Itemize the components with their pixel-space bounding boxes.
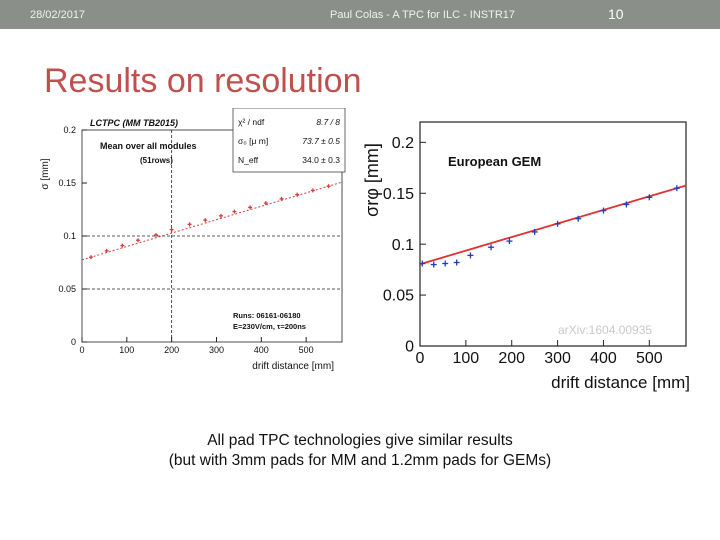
x-tick-label: 300 (209, 345, 224, 355)
x-tick-label: 400 (590, 350, 617, 367)
header-date: 28/02/2017 (30, 9, 86, 21)
data-point (232, 209, 237, 214)
data-point (623, 201, 630, 208)
data-point (310, 188, 315, 193)
data-point (169, 227, 174, 232)
chart-left-ylabel: σ [mm] (40, 158, 51, 189)
data-point (430, 261, 437, 268)
slide-number: 10 (608, 6, 624, 22)
data-point (673, 185, 680, 192)
data-point (203, 218, 208, 223)
chart-left-runs: Runs: 06161-06180 (233, 311, 301, 320)
data-point (104, 248, 109, 253)
chart-european-gem: European GEM σrφ [mm] drift distance [mm… (356, 118, 694, 400)
y-tick-label: 0.05 (58, 284, 76, 294)
fit-value-neff: 34.0 ± 0.3 (302, 155, 340, 165)
fit-label-neff: N_eff (238, 155, 259, 165)
chart-left-subtitle: Mean over all modules (100, 141, 197, 151)
plot-frame (419, 121, 687, 347)
chart-left-subtitle2: (51rows) (140, 156, 173, 165)
fit-stats-box: χ² / ndf σ₀ [μ m] N_eff 8.7 / 8 73.7 ± 0… (232, 108, 346, 173)
data-point (153, 232, 158, 237)
chart-right-ylabel: σrφ [mm] (362, 143, 382, 217)
chart-left-xlabel: drift distance [mm] (252, 361, 334, 372)
data-point (575, 215, 582, 222)
x-tick-label: 300 (544, 350, 571, 367)
data-point (136, 238, 141, 243)
x-tick-label: 100 (119, 345, 134, 355)
caption-line-2: (but with 3mm pads for MM and 1.2mm pads… (168, 452, 552, 469)
x-tick-label: 200 (164, 345, 179, 355)
x-tick-label: 100 (453, 350, 480, 367)
fit-value-chi2: 8.7 / 8 (316, 117, 340, 127)
slide-title: Results on resolution (44, 62, 362, 100)
data-point (248, 205, 253, 210)
fit-line (81, 181, 343, 261)
fit-line (419, 184, 687, 266)
data-point (88, 255, 93, 260)
y-tick-label: 0 (405, 339, 414, 356)
data-point (467, 252, 474, 259)
y-tick-label: 0 (71, 337, 76, 347)
data-point (263, 201, 268, 206)
data-point (506, 238, 513, 245)
data-point (554, 220, 561, 227)
fit-label-chi2: χ² / ndf (238, 117, 265, 127)
fit-label-sigma0: σ₀ [μ m] (238, 136, 268, 146)
data-point (419, 260, 426, 267)
data-point (531, 228, 538, 235)
caption-line-1: All pad TPC technologies give similar re… (207, 432, 513, 449)
x-tick-label: 0 (79, 345, 84, 355)
chart-right-watermark: arXiv:1604.00935 (558, 323, 652, 337)
y-tick-label: 0.1 (392, 237, 414, 254)
data-point (120, 243, 125, 248)
x-tick-label: 200 (498, 350, 525, 367)
y-tick-label: 0.15 (383, 186, 414, 203)
data-point (453, 259, 460, 266)
data-point (218, 213, 223, 218)
chart-lctpc: LCTPC (MM TB2015) Mean over all modules … (38, 108, 348, 376)
chart-right-title: European GEM (448, 154, 541, 169)
y-tick-label: 0.2 (63, 125, 76, 135)
fit-value-sigma0: 73.7 ± 0.5 (302, 136, 340, 146)
chart-left-field: E=230V/cm, τ=200ns (233, 322, 306, 331)
chart-right-xlabel: drift distance [mm] (551, 373, 690, 392)
chart-left-title: LCTPC (MM TB2015) (90, 118, 178, 128)
x-tick-label: 500 (636, 350, 663, 367)
data-point (295, 192, 300, 197)
y-tick-label: 0.1 (63, 231, 76, 241)
caption: All pad TPC technologies give similar re… (100, 431, 620, 471)
data-point (326, 184, 331, 189)
data-point (279, 196, 284, 201)
y-tick-label: 0.15 (58, 178, 76, 188)
header-bar: 28/02/2017 Paul Colas - A TPC for ILC - … (0, 0, 720, 29)
x-tick-label: 500 (299, 345, 314, 355)
y-tick-label: 0.2 (392, 135, 414, 152)
data-point (600, 207, 607, 214)
x-tick-label: 0 (416, 350, 425, 367)
y-tick-label: 0.05 (383, 288, 414, 305)
data-point (187, 222, 192, 227)
header-title: Paul Colas - A TPC for ILC - INSTR17 (330, 9, 516, 21)
data-point (442, 260, 449, 267)
x-tick-label: 400 (254, 345, 269, 355)
data-point (488, 244, 495, 251)
data-point (646, 194, 653, 201)
